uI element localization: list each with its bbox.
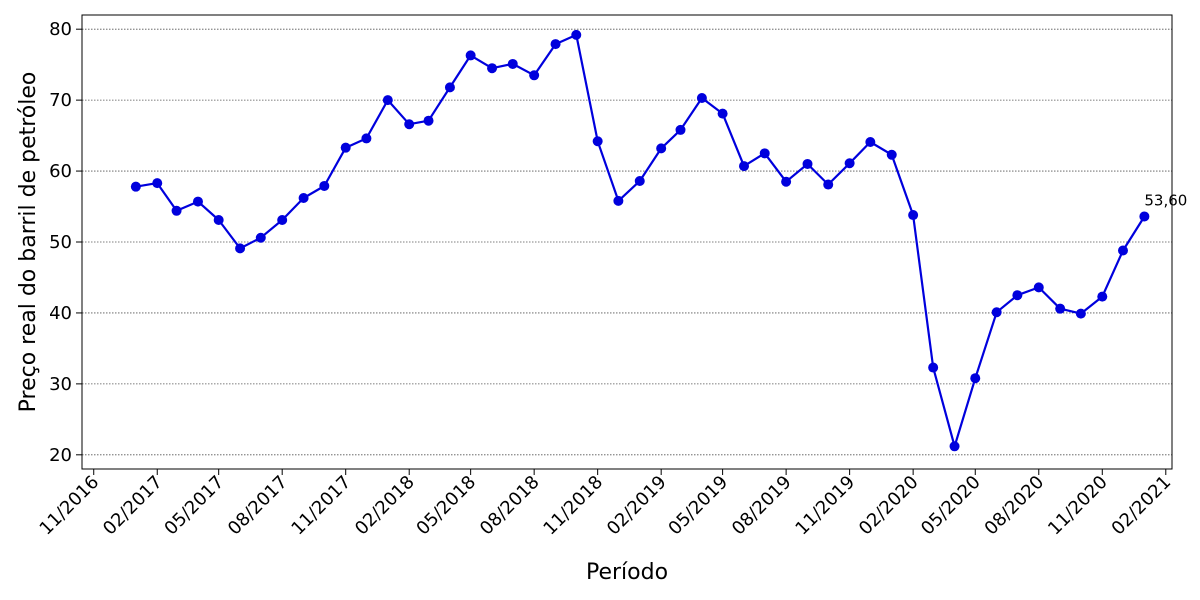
- data-point: [656, 143, 667, 154]
- x-axis-ticks: 11/201602/201705/201708/201711/201702/20…: [36, 469, 1176, 540]
- x-tick-label: 11/2016: [36, 472, 104, 540]
- data-point: [823, 179, 834, 190]
- data-point: [444, 82, 455, 93]
- x-tick-label: 05/2018: [412, 472, 480, 540]
- x-tick-label: 05/2020: [917, 472, 985, 540]
- data-point: [908, 210, 919, 221]
- series-line: [135, 33, 1146, 448]
- data-point: [277, 215, 288, 226]
- data-point: [1033, 282, 1044, 293]
- data-point: [759, 148, 770, 159]
- data-point: [130, 181, 141, 192]
- data-point: [361, 133, 372, 144]
- x-tick-label: 11/2018: [539, 472, 607, 540]
- data-point: [1012, 290, 1023, 301]
- x-tick-label: 02/2021: [1108, 472, 1176, 540]
- series-line-layer: [135, 33, 1146, 448]
- x-tick-label: 11/2017: [288, 472, 356, 540]
- data-point: [1097, 291, 1108, 302]
- y-tick-label: 70: [49, 90, 72, 111]
- data-point: [1117, 245, 1128, 256]
- data-point: [571, 29, 582, 40]
- data-point: [802, 158, 813, 169]
- data-point: [970, 373, 981, 384]
- data-point: [949, 441, 960, 452]
- x-tick-label: 08/2017: [224, 472, 292, 540]
- y-tick-label: 30: [49, 374, 72, 395]
- data-point: [865, 136, 876, 147]
- data-point: [844, 158, 855, 169]
- x-tick-label: 05/2017: [160, 472, 228, 540]
- data-points: [130, 29, 1150, 452]
- data-point: [696, 92, 707, 103]
- x-tick-label: 08/2020: [981, 472, 1049, 540]
- data-point: [235, 243, 246, 254]
- data-point: [152, 178, 163, 189]
- y-tick-label: 40: [49, 303, 72, 324]
- data-point: [739, 161, 750, 172]
- y-tick-label: 60: [49, 161, 72, 182]
- x-tick-label: 02/2018: [351, 472, 419, 540]
- data-point: [1055, 303, 1066, 314]
- data-point: [507, 58, 518, 69]
- y-tick-label: 50: [49, 232, 72, 253]
- x-tick-label: 11/2020: [1044, 472, 1112, 540]
- data-point: [928, 362, 939, 373]
- data-point: [171, 205, 182, 216]
- data-point: [465, 50, 476, 61]
- data-point: [298, 193, 309, 204]
- x-tick-label: 08/2019: [728, 472, 796, 540]
- data-label: 53,60: [1144, 191, 1187, 209]
- x-tick-label: 11/2019: [791, 472, 859, 540]
- data-point: [675, 124, 686, 135]
- data-point: [423, 115, 434, 126]
- data-point: [487, 63, 498, 74]
- data-point: [192, 196, 203, 207]
- data-point: [529, 70, 540, 81]
- data-point: [634, 175, 645, 186]
- data-point: [886, 149, 897, 160]
- data-point: [991, 307, 1002, 318]
- y-tick-label: 20: [49, 445, 72, 466]
- data-point: [592, 136, 603, 147]
- data-point: [255, 232, 266, 243]
- data-point: [340, 142, 351, 153]
- x-tick-label: 05/2019: [664, 472, 732, 540]
- y-axis-title: Preço real do barril de petróleo: [16, 72, 41, 413]
- y-tick-label: 80: [49, 19, 72, 40]
- data-point: [550, 39, 561, 50]
- data-point: [613, 195, 624, 206]
- data-point: [1139, 211, 1150, 222]
- x-axis-title: Período: [586, 560, 668, 585]
- annotations: 53,60: [1144, 191, 1187, 209]
- data-point: [404, 119, 415, 130]
- y-axis-ticks: 20 30 40 50 60 70 80: [49, 19, 82, 466]
- data-point: [213, 215, 224, 226]
- grid-lines: [82, 28, 1172, 456]
- x-tick-label: 02/2017: [99, 472, 167, 540]
- x-tick-label: 02/2019: [603, 472, 671, 540]
- data-point: [319, 180, 330, 191]
- data-point: [382, 95, 393, 106]
- data-point: [717, 108, 728, 119]
- data-point: [1075, 308, 1086, 319]
- x-tick-label: 02/2020: [855, 472, 923, 540]
- data-point: [781, 176, 792, 187]
- x-tick-label: 08/2018: [476, 472, 544, 540]
